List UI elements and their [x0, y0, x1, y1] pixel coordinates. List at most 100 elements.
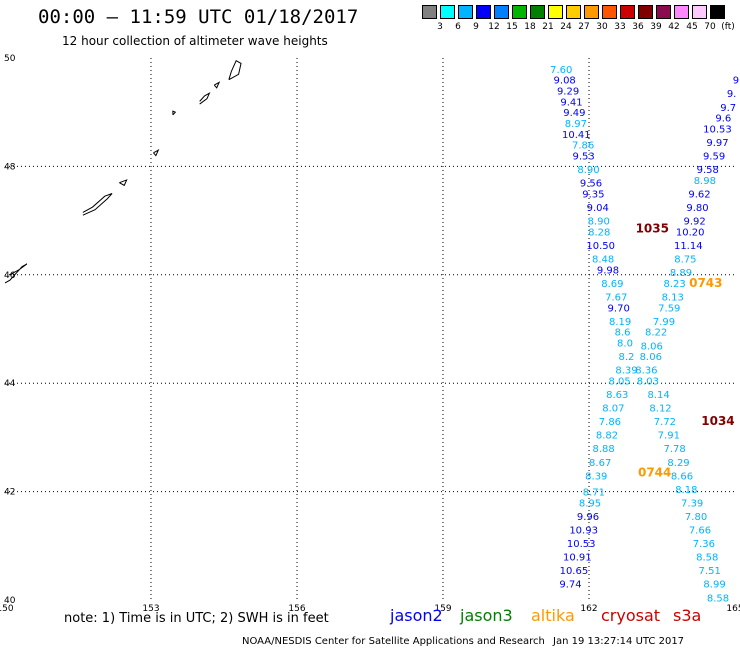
- color-swatch: [692, 5, 707, 19]
- color-swatch: [638, 5, 653, 19]
- pass-time-label: 0744: [638, 466, 671, 480]
- x-tick-label: 150: [0, 604, 14, 614]
- wave-height-label: 7.60: [550, 65, 572, 76]
- coastline-island: [199, 92, 211, 105]
- legend-note: note: 1) Time is in UTC; 2) SWH is in fe…: [64, 611, 329, 626]
- color-swatch: [584, 5, 599, 19]
- wave-height-label: 10.65: [560, 566, 589, 577]
- color-scale-label: 18: [524, 22, 536, 32]
- wave-height-label: 8.89: [670, 268, 692, 279]
- wave-height-label: 8.67: [589, 458, 611, 469]
- wave-height-label: 7.91: [658, 431, 680, 442]
- wave-height-label: 8.36: [635, 366, 657, 377]
- color-swatch: [620, 5, 635, 19]
- color-swatch: [494, 5, 509, 19]
- wave-height-label: 8.39: [615, 366, 637, 377]
- wave-height-label: 10.93: [569, 526, 598, 537]
- wave-height-label: 9.: [727, 89, 737, 100]
- wave-height-label: 10.50: [586, 241, 615, 252]
- legend-jason3: jason3: [460, 606, 513, 625]
- color-scale-label: 39: [650, 22, 662, 32]
- color-swatch: [674, 5, 689, 19]
- wave-height-label: 8.2: [619, 352, 635, 363]
- wave-height-label: 8.12: [649, 404, 671, 415]
- color-swatch: [458, 5, 473, 19]
- coastline-island: [172, 110, 177, 116]
- coastline-island: [82, 193, 113, 216]
- wave-height-label: 8.66: [671, 471, 693, 482]
- wave-height-label: 8.05: [609, 376, 631, 387]
- color-scale-label: 12: [488, 22, 500, 32]
- wave-height-label: 9.35: [582, 190, 604, 201]
- wave-height-label: 10.53: [703, 124, 732, 135]
- wave-height-label: 8.90: [577, 165, 599, 176]
- wave-height-label: 7.78: [664, 444, 686, 455]
- color-scale-label: 33: [614, 22, 626, 32]
- wave-height-label: 8.18: [675, 485, 697, 496]
- wave-height-label: 9.96: [577, 512, 599, 523]
- color-scale-label: 27: [578, 22, 590, 32]
- wave-height-label: 9.6: [715, 114, 731, 125]
- legend-cryosat: cryosat: [601, 606, 661, 625]
- color-scale-label: 70: [704, 22, 716, 32]
- wave-height-label: 9.59: [703, 152, 725, 163]
- x-tick-label: 153: [142, 604, 159, 614]
- wave-height-label: 9.74: [559, 580, 581, 591]
- wave-height-label: 8.58: [707, 593, 729, 604]
- wave-height-label: 7.39: [681, 498, 703, 509]
- wave-height-label: 10.91: [563, 553, 592, 564]
- x-tick-label: 159: [434, 604, 451, 614]
- wave-height-label: 7.80: [685, 512, 707, 523]
- wave-height-label: 7.36: [693, 539, 715, 550]
- wave-height-label: 8.06: [641, 341, 663, 352]
- wave-height-label: 8.63: [606, 390, 628, 401]
- color-swatch: [602, 5, 617, 19]
- wave-height-label: 8.28: [588, 227, 610, 238]
- color-swatch: [710, 5, 725, 19]
- wave-height-label: 9.08: [554, 76, 576, 87]
- pass-time-label: 1034: [701, 414, 734, 428]
- wave-height-label: 8.88: [592, 444, 614, 455]
- wave-height-label: 8.97: [565, 119, 587, 130]
- wave-height-label: 8.22: [645, 328, 667, 339]
- x-tick-label: 165: [726, 604, 740, 614]
- wave-height-label: 7.86: [572, 141, 594, 152]
- color-scale-label: 9: [473, 22, 479, 32]
- color-scale-label: 45: [686, 22, 698, 32]
- wave-height-label: 10.20: [676, 227, 705, 238]
- legend-altika: altika: [531, 606, 575, 625]
- color-scale-unit: (ft): [721, 22, 735, 32]
- footer-timestamp: Jan 19 13:27:14 UTC 2017: [553, 636, 685, 647]
- wave-height-label: 9.58: [697, 165, 719, 176]
- legend-s3a: s3a: [673, 606, 702, 625]
- color-swatch: [422, 5, 437, 19]
- color-scale-label: 21: [542, 22, 554, 32]
- wave-height-label: 9.70: [608, 303, 630, 314]
- color-swatch: [476, 5, 491, 19]
- color-swatch: [530, 5, 545, 19]
- wave-height-label: 8.19: [609, 317, 631, 328]
- wave-height-label: 8.69: [601, 279, 623, 290]
- page-subtitle: 12 hour collection of altimeter wave hei…: [62, 34, 328, 48]
- y-tick-label: 40: [4, 596, 16, 606]
- wave-height-label: 9.53: [573, 152, 595, 163]
- wave-height-label: 9.56: [580, 179, 602, 190]
- coastline-island: [119, 179, 128, 187]
- wave-height-label: 9.98: [597, 265, 619, 276]
- wave-height-label: 9.92: [683, 217, 705, 228]
- color-swatch: [656, 5, 671, 19]
- wave-height-label: 7.86: [599, 417, 621, 428]
- wave-height-label: 8.13: [662, 292, 684, 303]
- coastline-island: [4, 263, 28, 284]
- wave-height-label: 8.23: [664, 279, 686, 290]
- y-tick-label: 48: [4, 162, 16, 172]
- wave-height-label: 8.75: [674, 255, 696, 266]
- wave-height-label: 8.06: [640, 352, 662, 363]
- y-tick-label: 44: [4, 379, 16, 389]
- wave-height-label: 8.39: [585, 471, 607, 482]
- wave-height-label: 9: [733, 76, 739, 87]
- color-scale-label: 42: [668, 22, 680, 32]
- wave-height-label: 8.6: [615, 328, 631, 339]
- wave-height-label: 8.0: [617, 339, 633, 350]
- wave-height-label: 8.95: [579, 498, 601, 509]
